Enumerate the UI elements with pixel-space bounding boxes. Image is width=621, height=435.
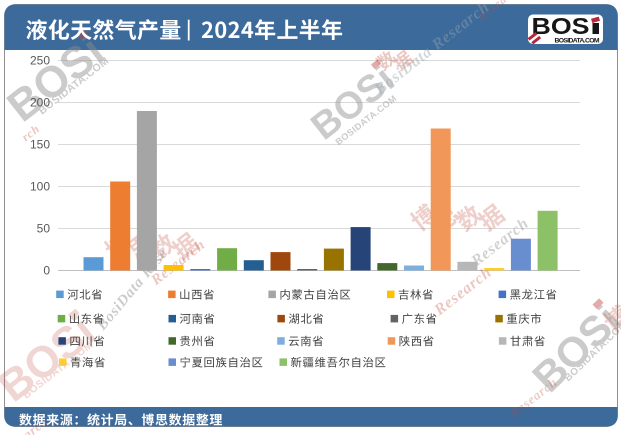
svg-text:0: 0 (43, 264, 50, 278)
svg-text:BOS: BOS (532, 13, 590, 39)
svg-text:250: 250 (30, 54, 50, 68)
svg-text:BOSIDATA.COM: BOSIDATA.COM (555, 37, 600, 44)
svg-text:150: 150 (30, 138, 50, 152)
svg-text:200: 200 (30, 96, 50, 110)
svg-text:50: 50 (37, 222, 51, 236)
svg-text:100: 100 (30, 180, 50, 194)
